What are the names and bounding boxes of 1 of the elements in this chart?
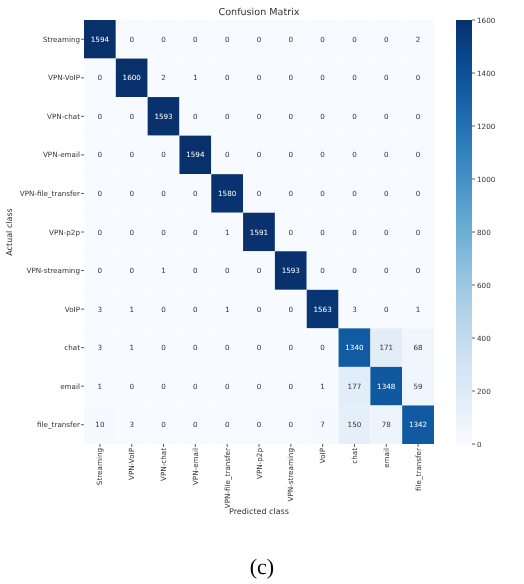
text: (c) xyxy=(249,556,275,580)
